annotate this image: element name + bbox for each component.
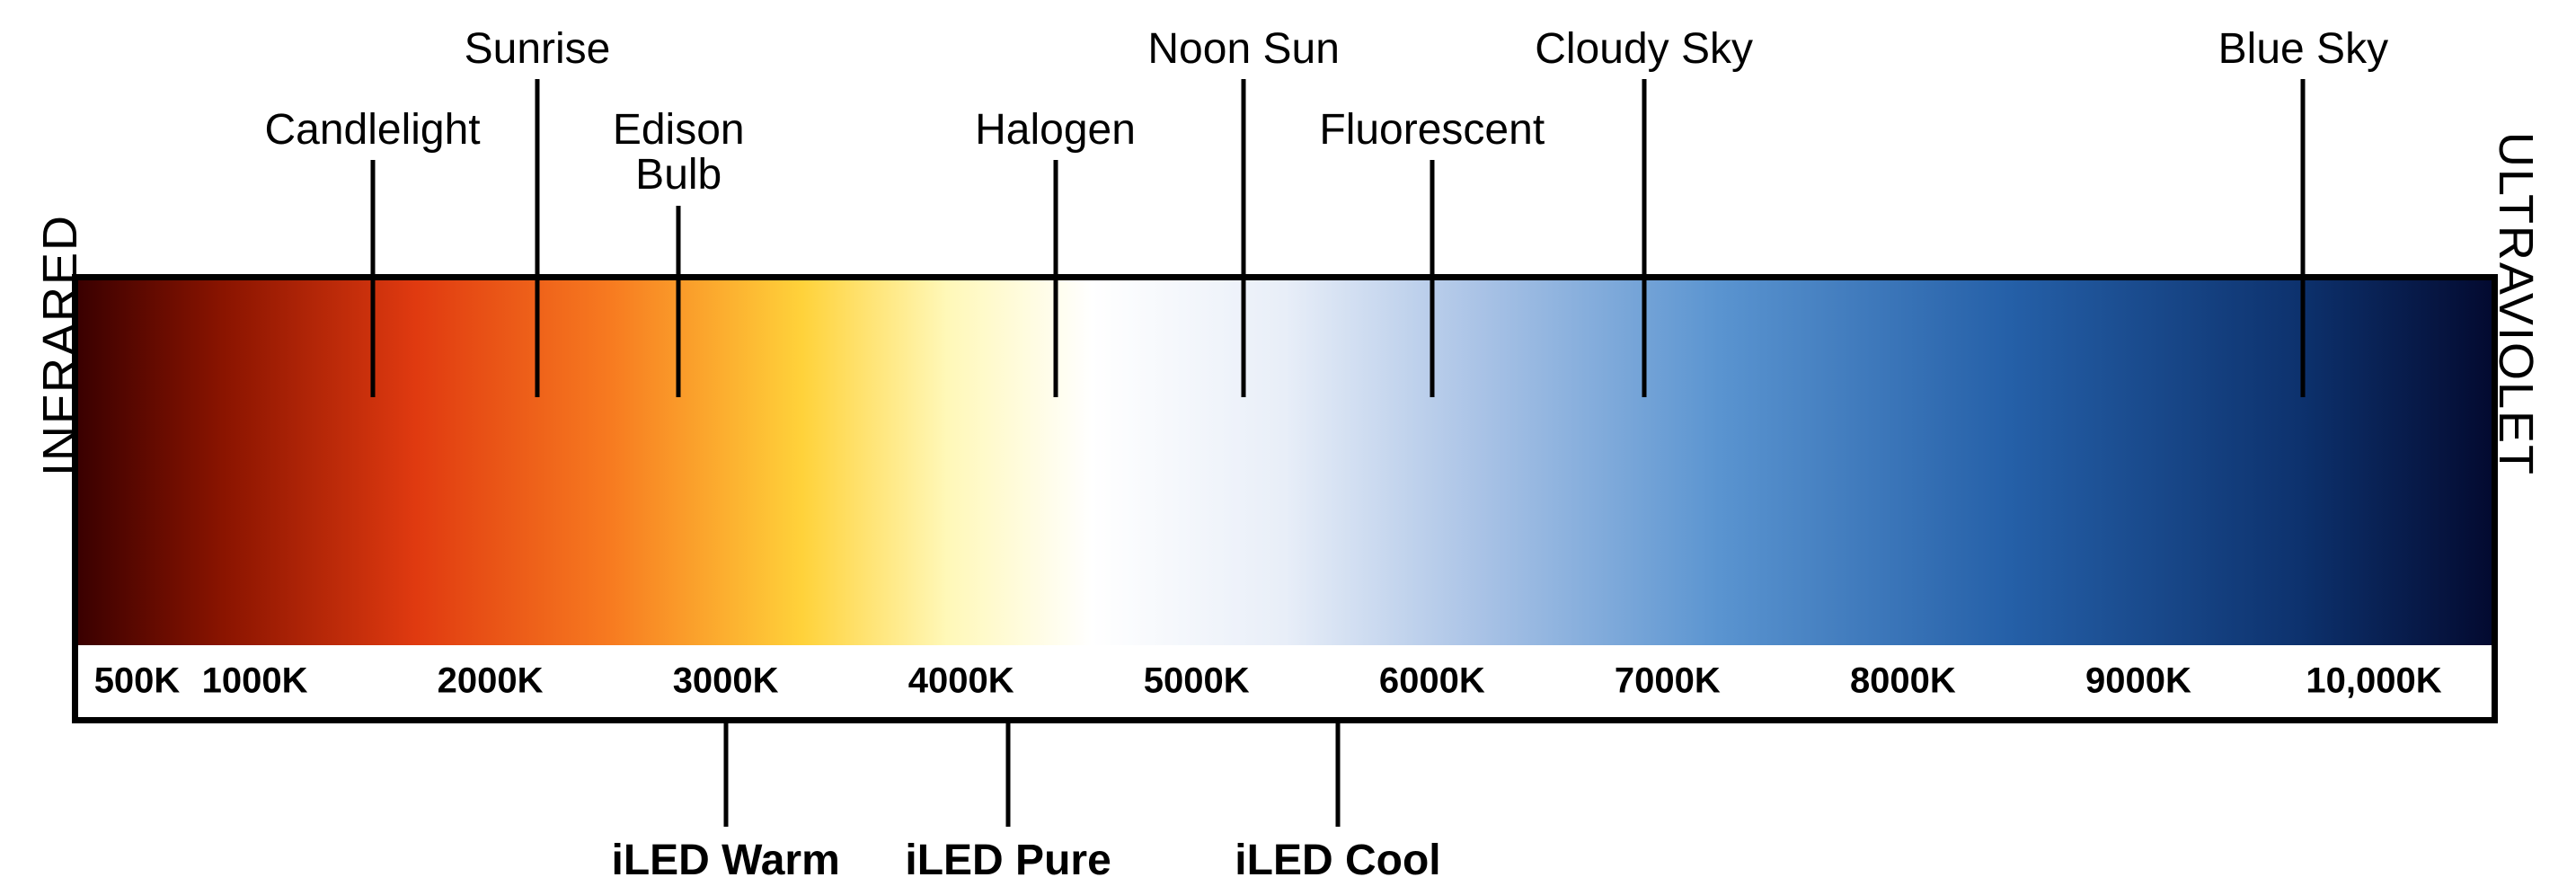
top-annotation-label: Sunrise <box>465 27 611 72</box>
top-annotation-line <box>2301 79 2306 397</box>
bottom-annotation-label: iLED Pure <box>905 836 1111 885</box>
bottom-annotation-label: iLED Cool <box>1235 836 1440 885</box>
scale-tick: 9000K <box>2085 661 2191 702</box>
scale-tick: 7000K <box>1615 661 1721 702</box>
top-annotation-line <box>1430 160 1434 397</box>
scale-tick: 5000K <box>1144 661 1250 702</box>
top-annotation-line <box>1053 160 1058 397</box>
top-annotation-label: EdisonBulb <box>613 108 745 199</box>
bottom-annotation-line <box>1335 723 1340 827</box>
top-annotation-line <box>370 160 375 397</box>
scale-tick: 1000K <box>202 661 308 702</box>
top-annotation-label: Noon Sun <box>1147 27 1340 72</box>
spectrum-gradient <box>78 280 2492 658</box>
bottom-annotation-line <box>723 723 728 827</box>
bottom-annotation-line <box>1006 723 1011 827</box>
tick-band: 500K 1000K 2000K 3000K 4000K 5000K 6000K 7000K 8… <box>78 645 2492 717</box>
top-annotation-line <box>677 206 681 397</box>
top-annotation-label: Candlelight <box>264 108 480 153</box>
scale-tick: 500K <box>94 661 181 702</box>
top-annotation-label: Halogen <box>975 108 1136 153</box>
top-annotation-line <box>1642 79 1646 397</box>
top-annotation-line <box>1242 79 1246 397</box>
spectrum-box: 500K 1000K 2000K 3000K 4000K 5000K 6000K 7000K 8… <box>72 274 2498 723</box>
bottom-annotation-label: iLED Warm <box>612 836 840 885</box>
scale-tick: 4000K <box>908 661 1014 702</box>
top-annotation-label: Fluorescent <box>1319 108 1545 153</box>
scale-tick: 3000K <box>673 661 779 702</box>
scale-tick: 8000K <box>1850 661 1956 702</box>
scale-tick: 10,000K <box>2306 661 2441 702</box>
top-annotation-label: Blue Sky <box>2218 27 2388 72</box>
top-annotation-label: Cloudy Sky <box>1535 27 1753 72</box>
scale-tick: 6000K <box>1379 661 1485 702</box>
top-annotation-line <box>535 79 539 397</box>
scale-tick: 2000K <box>438 661 544 702</box>
